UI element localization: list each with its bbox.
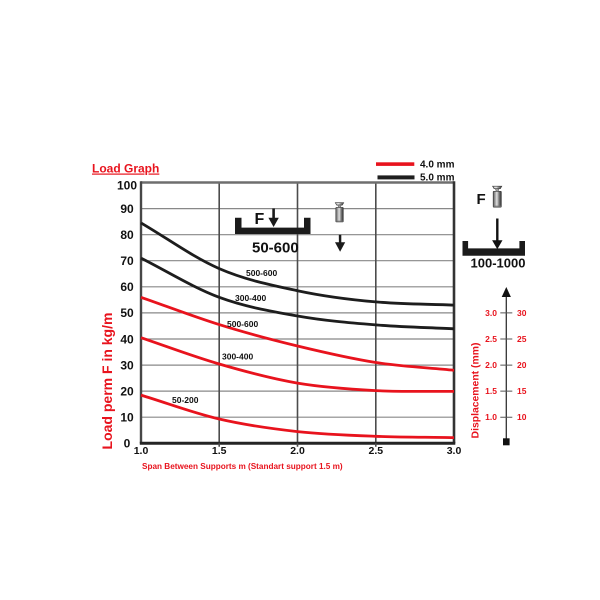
- svg-text:50: 50: [120, 306, 134, 320]
- svg-text:15: 15: [517, 386, 527, 396]
- svg-text:1.0: 1.0: [485, 412, 497, 422]
- svg-text:100-1000: 100-1000: [471, 255, 526, 270]
- svg-text:50-600: 50-600: [252, 240, 299, 257]
- svg-text:300-400: 300-400: [235, 293, 266, 303]
- svg-text:10: 10: [120, 411, 134, 425]
- svg-text:1.5: 1.5: [212, 445, 227, 457]
- svg-text:50-200: 50-200: [172, 395, 199, 405]
- svg-text:1.5: 1.5: [485, 386, 497, 396]
- svg-text:3.0: 3.0: [447, 445, 462, 457]
- svg-text:2.5: 2.5: [368, 445, 383, 457]
- svg-text:F: F: [255, 211, 265, 228]
- svg-text:10: 10: [517, 412, 527, 422]
- svg-text:Span Between Supports m (Stand: Span Between Supports m (Standart suppor…: [142, 462, 343, 471]
- svg-text:2.0: 2.0: [290, 445, 305, 457]
- svg-text:4.0 mm: 4.0 mm: [420, 159, 455, 170]
- svg-text:25: 25: [517, 334, 527, 344]
- svg-text:30: 30: [517, 308, 527, 318]
- svg-text:Displacement (mm): Displacement (mm): [470, 343, 481, 439]
- svg-text:0: 0: [124, 437, 131, 451]
- svg-text:3.0: 3.0: [485, 308, 497, 318]
- svg-text:2.5: 2.5: [485, 334, 497, 344]
- svg-text:500-600: 500-600: [246, 268, 277, 278]
- svg-text:90: 90: [120, 202, 134, 216]
- svg-text:300-400: 300-400: [222, 351, 253, 361]
- svg-text:500-600: 500-600: [227, 319, 258, 329]
- svg-text:100: 100: [117, 178, 137, 192]
- svg-text:30: 30: [120, 358, 134, 372]
- svg-text:80: 80: [120, 228, 134, 242]
- svg-text:2.0: 2.0: [485, 360, 497, 370]
- svg-text:20: 20: [517, 360, 527, 370]
- svg-text:1.0: 1.0: [134, 445, 149, 457]
- svg-text:60: 60: [120, 280, 134, 294]
- svg-text:5.0 mm: 5.0 mm: [420, 173, 455, 184]
- svg-text:20: 20: [120, 384, 134, 398]
- svg-text:70: 70: [120, 254, 134, 268]
- svg-text:Load perm F in kg/m: Load perm F in kg/m: [99, 313, 115, 450]
- svg-text:Load Graph: Load Graph: [92, 162, 159, 176]
- svg-text:40: 40: [120, 332, 134, 346]
- svg-text:F: F: [477, 191, 486, 208]
